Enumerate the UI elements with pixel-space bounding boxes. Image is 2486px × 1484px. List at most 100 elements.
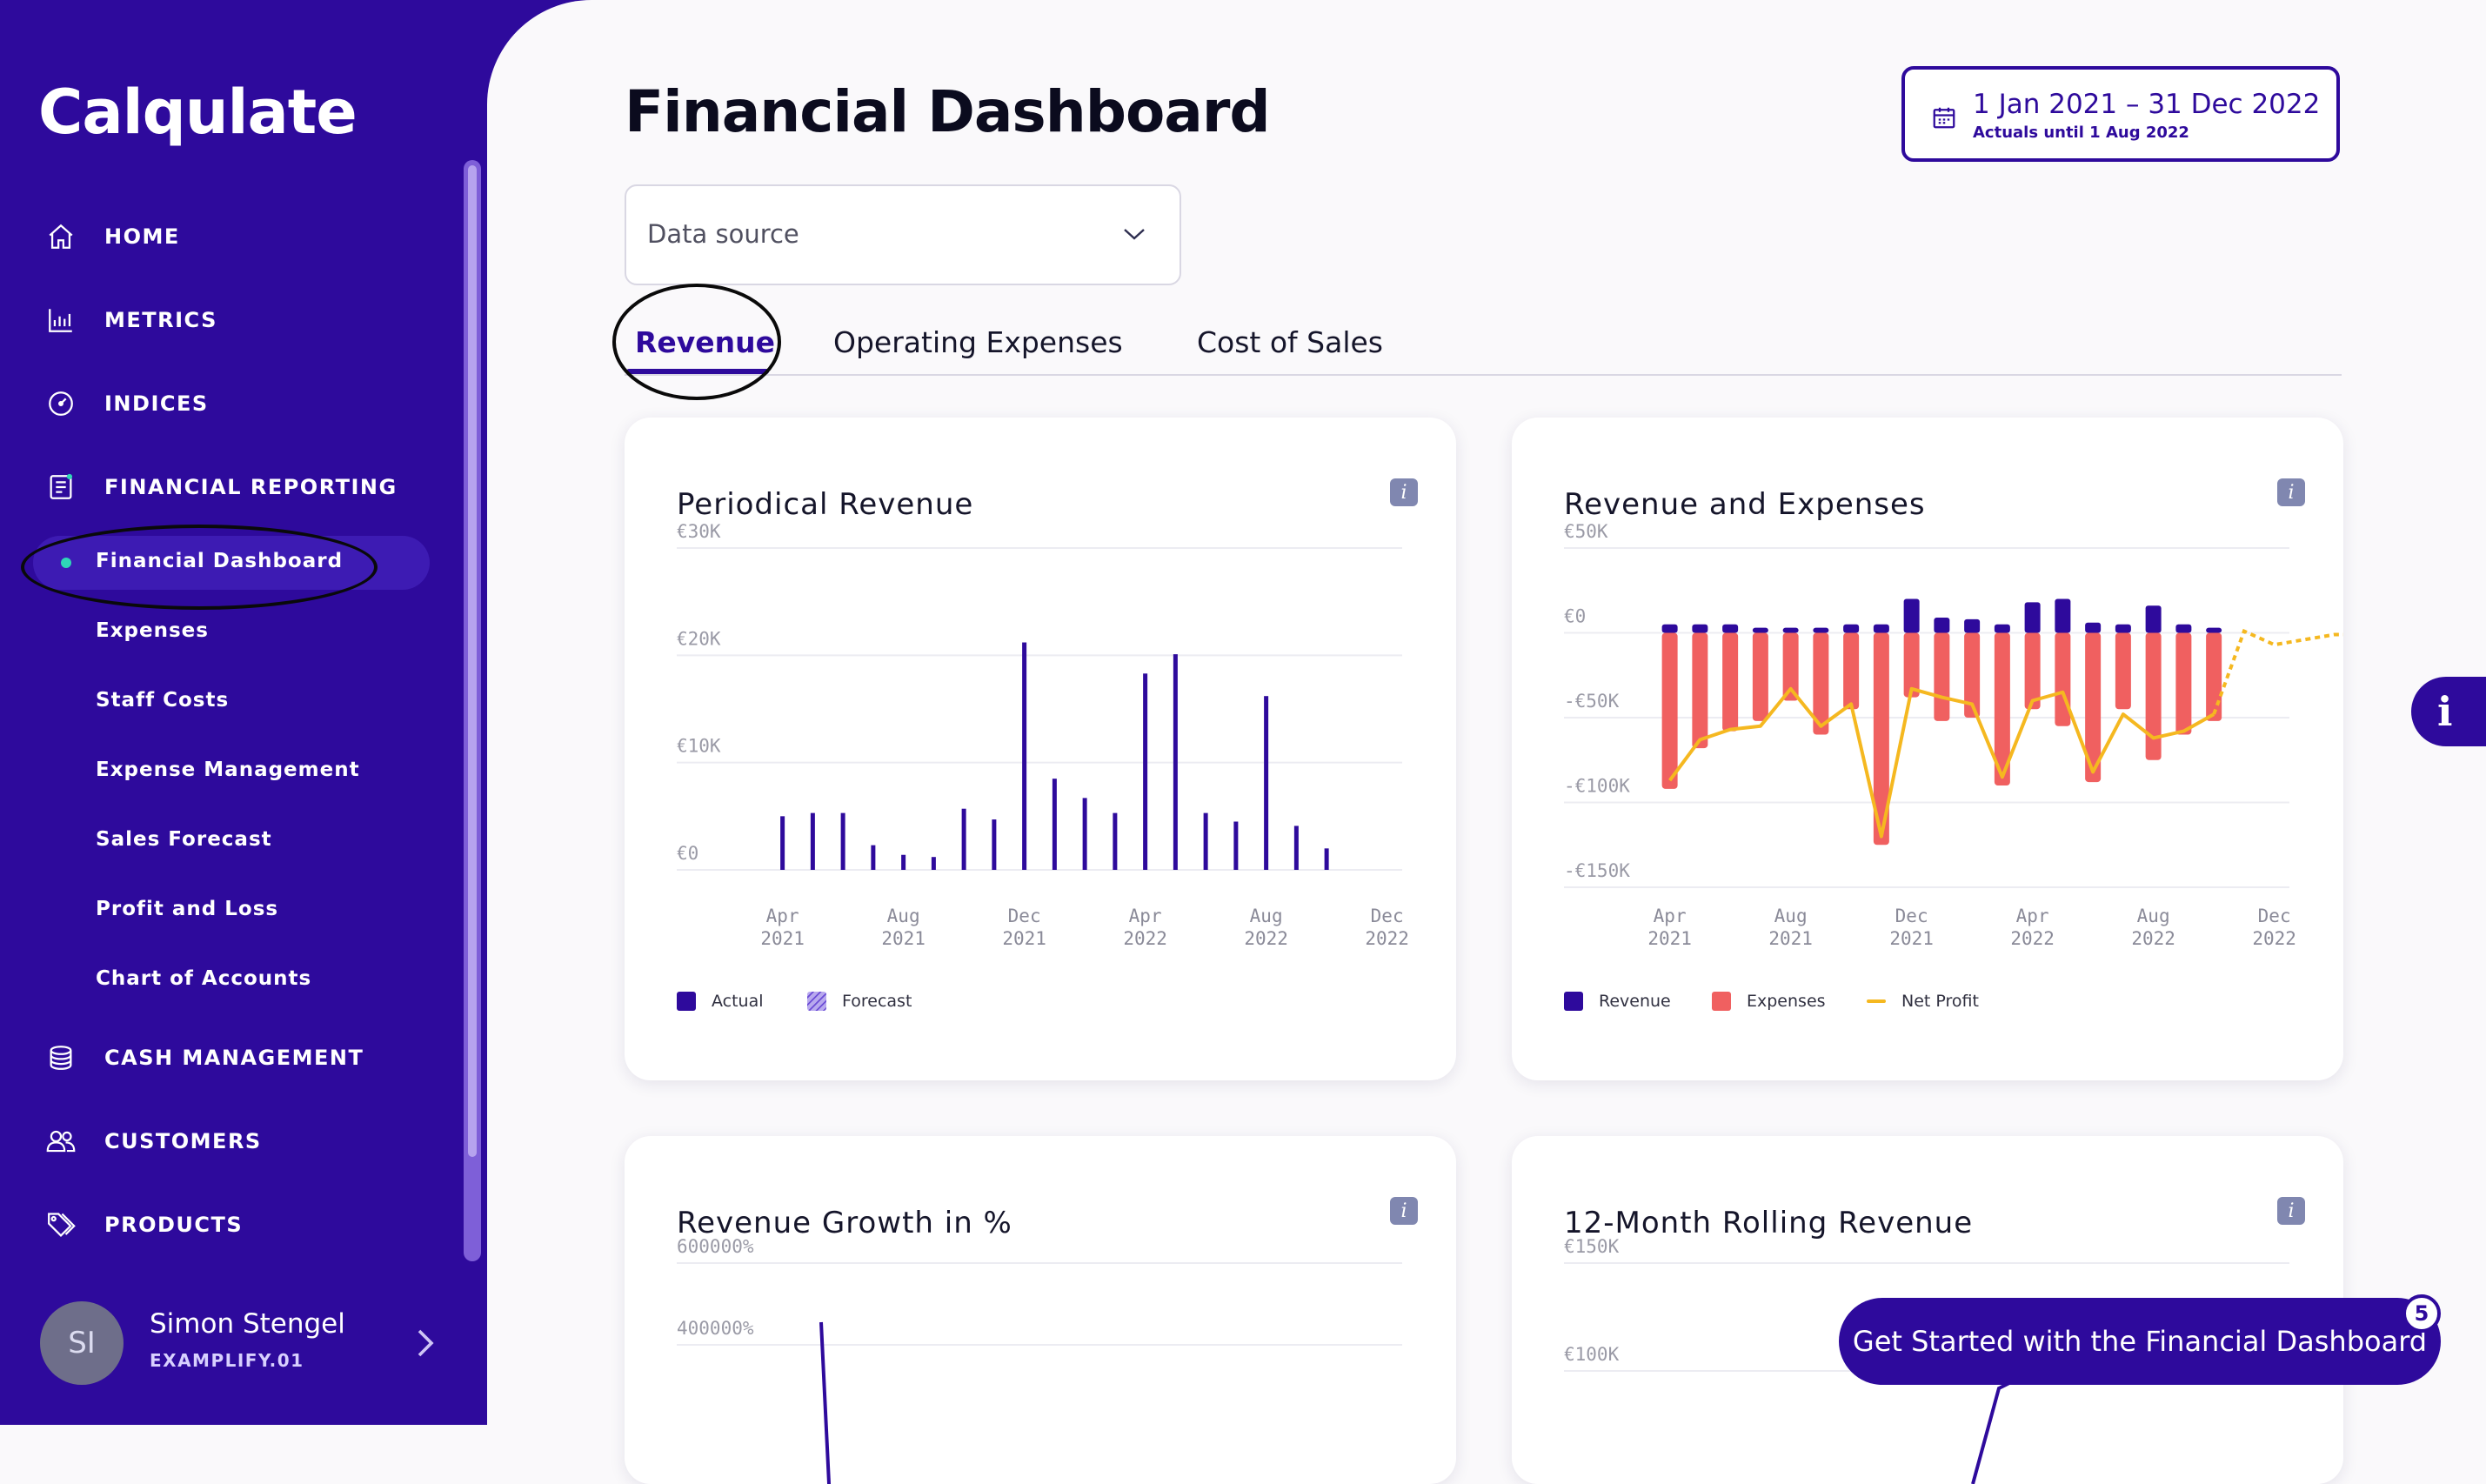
expense-bar	[1873, 632, 1889, 846]
nav-indices[interactable]: INDICES	[43, 378, 209, 430]
expense-bar	[1813, 632, 1829, 735]
bar	[1143, 673, 1148, 870]
sidebar-scrollbar-thumb[interactable]	[468, 165, 477, 1157]
subnav-profit-and-loss[interactable]: Profit and Loss	[96, 898, 279, 920]
x-tick-label: 2021	[760, 928, 805, 949]
expense-bar	[2145, 632, 2162, 760]
y-tick-label: €0	[1564, 606, 1586, 627]
info-icon[interactable]: i	[2277, 1197, 2305, 1225]
sidebar: Calqulate HOME METRICS INDICES FINANCIAL…	[0, 0, 487, 1425]
avatar[interactable]: SI	[40, 1301, 124, 1385]
revenue-bar	[2024, 602, 2041, 633]
tab-revenue[interactable]: Revenue	[635, 325, 776, 359]
nav-products[interactable]: PRODUCTS	[43, 1199, 243, 1251]
card-title: Revenue and Expenses	[1564, 487, 1926, 522]
bar	[1173, 654, 1178, 870]
date-range-picker[interactable]: 1 Jan 2021 – 31 Dec 2022 Actuals until 1…	[1901, 66, 2340, 162]
nav-metrics[interactable]: METRICS	[43, 294, 217, 346]
x-tick-label: 2021	[1647, 928, 1692, 949]
rolling-revenue-line	[1971, 1369, 2035, 1484]
chevron-right-icon[interactable]	[414, 1327, 435, 1362]
x-tick-label: 2022	[2010, 928, 2055, 949]
tabs-divider	[625, 374, 2342, 376]
help-info-button[interactable]: i	[2411, 677, 2486, 746]
bar	[1293, 826, 1299, 870]
x-tick-label: Aug	[887, 906, 920, 926]
expense-bar	[2024, 632, 2041, 710]
x-tick-label: Aug	[1774, 906, 1808, 926]
revenue-bar	[1994, 624, 2010, 633]
x-tick-label: Apr	[2016, 906, 2049, 926]
legend-item-expenses[interactable]: Expenses	[1712, 992, 1826, 1011]
subnav-expense-management[interactable]: Expense Management	[96, 759, 360, 781]
nav-home[interactable]: HOME	[43, 211, 180, 263]
app-logo[interactable]: Calqulate	[38, 77, 358, 148]
tab-operating-expenses[interactable]: Operating Expenses	[833, 325, 1123, 359]
info-icon[interactable]: i	[1390, 1197, 1418, 1225]
revenue-expenses-chart: €50K€0-€50K-€100K-€150KApr2021Aug2021Dec…	[1564, 521, 2343, 949]
revenue-bar	[1903, 598, 1920, 633]
info-icon[interactable]: i	[1390, 478, 1418, 506]
info-icon[interactable]: i	[2277, 478, 2305, 506]
subnav-chart-of-accounts[interactable]: Chart of Accounts	[96, 967, 312, 990]
bar	[1233, 821, 1239, 870]
get-started-button[interactable]: Get Started with the Financial Dashboard	[1839, 1298, 2441, 1385]
revenue-bar	[2085, 622, 2102, 633]
bar	[1203, 812, 1208, 870]
legend-item-actual[interactable]: Actual	[677, 992, 764, 1011]
revenue-bar	[1873, 624, 1889, 633]
legend-item-revenue[interactable]: Revenue	[1564, 992, 1671, 1011]
bar	[780, 816, 785, 870]
bar	[1264, 696, 1269, 870]
subnav-sales-forecast[interactable]: Sales Forecast	[96, 828, 272, 851]
coins-icon	[43, 1040, 78, 1075]
calendar-icon	[1931, 104, 1957, 134]
legend-label: Forecast	[842, 992, 912, 1011]
subnav-staff-costs[interactable]: Staff Costs	[96, 689, 230, 712]
tab-cost-of-sales[interactable]: Cost of Sales	[1197, 325, 1383, 359]
expense-bar	[2206, 632, 2222, 721]
data-source-select[interactable]: Data source	[625, 184, 1181, 285]
user-name[interactable]: Simon Stengel	[150, 1308, 345, 1340]
active-indicator-dot	[61, 558, 71, 568]
subnav-expenses[interactable]: Expenses	[96, 619, 209, 642]
expense-bar	[1964, 632, 1981, 718]
legend-swatch	[1867, 999, 1886, 1003]
card-title: Periodical Revenue	[677, 487, 974, 522]
legend-item-net-profit[interactable]: Net Profit	[1867, 992, 1979, 1011]
user-organization: EXAMPLIFY.01	[150, 1350, 304, 1371]
expense-bar	[1782, 632, 1799, 701]
card-title: 12-Month Rolling Revenue	[1564, 1206, 1974, 1240]
net-profit-forecast-line	[2212, 628, 2343, 715]
x-tick-label: Aug	[1250, 906, 1283, 926]
revenue-bar	[1661, 624, 1678, 633]
bar	[840, 812, 845, 870]
nav-label: PRODUCTS	[104, 1213, 244, 1237]
legend-swatch	[1564, 992, 1583, 1011]
y-tick-label: €30K	[677, 521, 721, 542]
expense-bar	[2055, 632, 2071, 726]
periodical-revenue-chart: €0€10K€20K€30KApr2021Aug2021Dec2021Apr20…	[677, 521, 1409, 949]
expense-bar	[1692, 632, 1708, 749]
expense-bar	[1722, 632, 1739, 732]
chevron-down-icon	[1122, 226, 1146, 245]
x-tick-label: 2021	[1889, 928, 1934, 949]
nav-customers[interactable]: CUSTOMERS	[43, 1115, 262, 1167]
revenue-expenses-card: Revenue and Expenses i €50K €0 -€50K -€100K…	[1512, 418, 2343, 1080]
nav-label: INDICES	[104, 391, 209, 416]
home-icon	[43, 219, 78, 254]
nav-cash-management[interactable]: CASH MANAGEMENT	[43, 1032, 364, 1084]
date-range-label: 1 Jan 2021 – 31 Dec 2022	[1973, 89, 2321, 120]
nav-financial-reporting[interactable]: FINANCIAL REPORTING	[43, 461, 398, 513]
card-title: Revenue Growth in %	[677, 1206, 1012, 1240]
actuals-until-label: Actuals until 1 Aug 2022	[1973, 124, 2189, 142]
growth-line	[819, 1321, 832, 1484]
bar-chart-icon	[43, 303, 78, 338]
nav-label: CASH MANAGEMENT	[104, 1046, 364, 1070]
subnav-financial-dashboard[interactable]: Financial Dashboard	[96, 550, 344, 572]
revenue-bar	[2145, 605, 2162, 633]
nav-label: FINANCIAL REPORTING	[104, 475, 398, 499]
x-tick-label: 2022	[1123, 928, 1167, 949]
legend-item-forecast[interactable]: Forecast	[807, 992, 912, 1011]
x-tick-label: Aug	[2137, 906, 2170, 926]
